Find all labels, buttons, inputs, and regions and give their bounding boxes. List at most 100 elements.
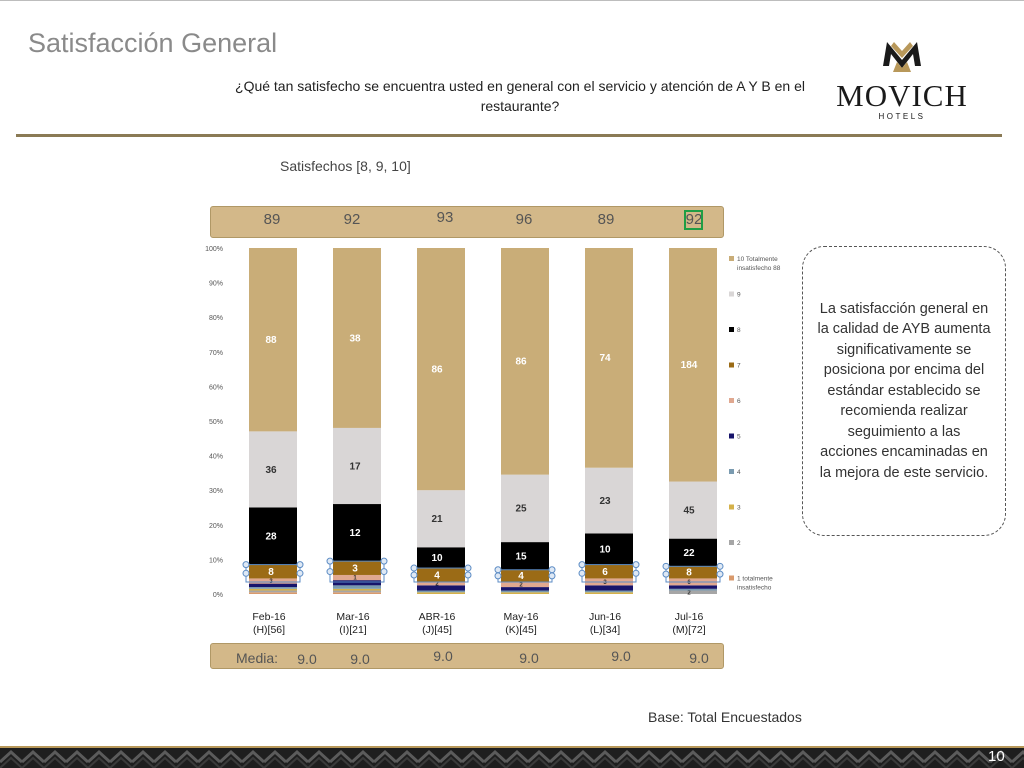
data-label: 22: [683, 548, 695, 559]
legend-label: 8: [737, 327, 741, 334]
bar-segment: [501, 542, 549, 570]
bar-segment: [333, 580, 381, 586]
data-label: 38: [349, 333, 361, 344]
data-label: 3: [603, 580, 607, 586]
data-label: 2: [435, 582, 439, 588]
data-label: 21: [431, 514, 443, 525]
data-label: 36: [265, 465, 277, 476]
data-label: 86: [431, 364, 443, 375]
satisfied-values-band: [210, 206, 724, 238]
bar-segment: [501, 581, 549, 588]
bar-segment: [501, 569, 549, 582]
top-border-line: [0, 0, 1024, 1]
y-tick-label: 100%: [205, 246, 223, 253]
bar-segment: [501, 248, 549, 475]
y-tick-label: 90%: [209, 281, 223, 288]
satisfied-value: 89: [263, 211, 281, 228]
selection-handle: [548, 566, 556, 574]
highlight-box: [684, 210, 703, 230]
selection-handle: [494, 572, 502, 580]
x-tick-label: (M)[72]: [672, 624, 705, 636]
media-label: Media:: [236, 650, 279, 666]
data-label: 6: [602, 567, 608, 578]
media-band: [210, 643, 724, 669]
data-label: 4: [434, 570, 440, 581]
satisfied-value: 96: [515, 211, 533, 228]
data-label: 17: [349, 461, 361, 472]
data-label: 8: [686, 568, 692, 579]
page-number: 10: [988, 748, 1005, 765]
y-tick-label: 70%: [209, 350, 223, 357]
selection-handle: [632, 569, 640, 577]
bar-segment: [669, 588, 717, 591]
x-tick-label: Mar-16: [336, 611, 369, 623]
data-label: 1: [353, 576, 357, 582]
selection-handle: [662, 570, 670, 578]
bar-segment: [249, 564, 297, 579]
bar-segment: [333, 588, 381, 591]
bar-segment: [501, 587, 549, 591]
selection-handle: [548, 572, 556, 580]
bar-segment: [417, 248, 465, 491]
data-label: 86: [515, 357, 527, 368]
header-rule: [16, 134, 1002, 137]
legend-label: 5: [737, 434, 741, 441]
legend-label: 10 Totalmente: [737, 256, 778, 263]
selection-handle: [326, 568, 334, 576]
legend-swatch: [729, 504, 734, 510]
bar-segment: [501, 474, 549, 543]
y-tick-label: 0%: [213, 592, 223, 599]
data-label: 184: [681, 360, 698, 371]
satisfied-value: 93: [436, 209, 454, 226]
selection-handle: [380, 557, 388, 565]
bar-segment: [417, 547, 465, 569]
data-label: 10: [599, 544, 611, 555]
bar-segment: [249, 583, 297, 588]
selection-handle: [716, 562, 724, 570]
y-tick-label: 60%: [209, 384, 223, 391]
data-label: 15: [515, 551, 527, 562]
selection-handle: [242, 561, 250, 569]
bar-segment: [333, 574, 381, 581]
footer-pattern: [0, 746, 1024, 768]
selection-handle: [662, 562, 670, 570]
data-label: 12: [349, 528, 361, 539]
bar-segment: [417, 581, 465, 586]
legend-label: 2: [737, 540, 741, 547]
media-value: 9.0: [350, 651, 370, 667]
satisfied-label: Satisfechos [8, 9, 10]: [280, 158, 411, 174]
x-tick-label: Feb-16: [252, 611, 285, 623]
satisfied-value: 92: [685, 211, 703, 228]
bar-segment: [333, 504, 381, 562]
data-label: 74: [599, 353, 611, 364]
y-tick-label: 20%: [209, 523, 223, 530]
satisfied-value: 89: [597, 211, 615, 228]
legend-label: 6: [737, 398, 741, 405]
x-tick-label: Jul-16: [675, 611, 704, 623]
selection-handle: [380, 568, 388, 576]
legend-label: 9: [737, 292, 741, 299]
selection-handle: [716, 570, 724, 578]
bar-segment: [669, 566, 717, 579]
legend-swatch: [729, 469, 734, 474]
selection-handle: [296, 561, 304, 569]
bar-segment: [585, 564, 633, 579]
data-label: 2: [519, 582, 523, 588]
legend-label: 4: [737, 469, 741, 476]
data-label: 25: [515, 504, 527, 515]
bar-segment: [669, 590, 717, 594]
bar-segment: [249, 507, 297, 565]
movich-emblem-icon: [883, 42, 921, 72]
data-label: 8: [268, 567, 274, 578]
bar-segment: [417, 490, 465, 548]
legend-swatch: [729, 575, 734, 581]
selection-handle: [410, 571, 418, 579]
satisfied-value: 92: [343, 211, 361, 228]
bar-segment: [501, 590, 549, 593]
bar-segment: [249, 578, 297, 584]
y-tick-label: 50%: [209, 419, 223, 426]
x-tick-label: (H)[56]: [253, 624, 285, 636]
bar-segment: [669, 248, 717, 482]
y-tick-label: 40%: [209, 454, 223, 461]
logo-sub-text: HOTELS: [878, 112, 925, 121]
